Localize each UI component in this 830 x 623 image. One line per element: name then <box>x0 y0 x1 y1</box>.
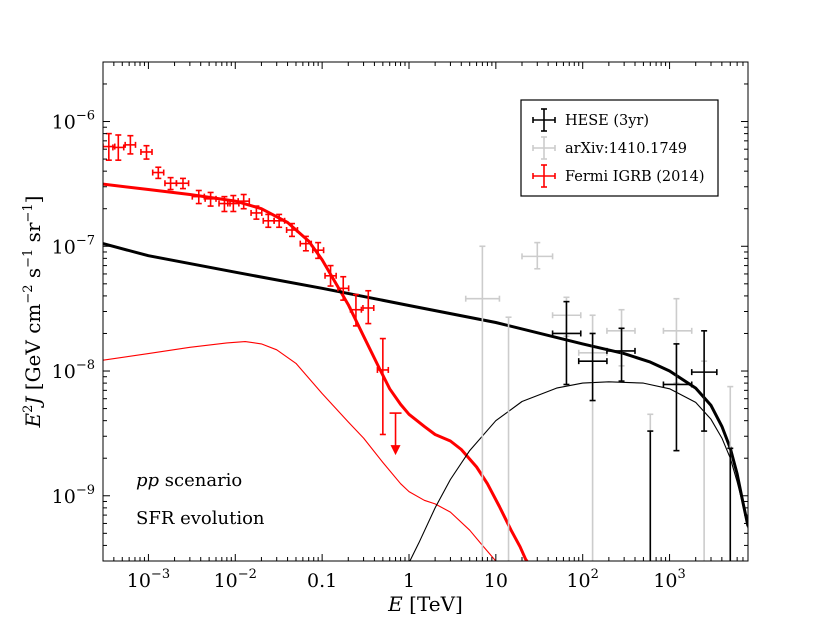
data-point <box>362 289 375 325</box>
model-curve-3 <box>409 381 748 561</box>
x-tick-label: 102 <box>566 567 598 592</box>
data-point <box>191 189 206 205</box>
annotation-evolution: SFR evolution <box>136 508 265 529</box>
x-tick-label: 103 <box>653 567 685 592</box>
data-point <box>349 293 363 327</box>
data-point <box>204 191 217 207</box>
data-point <box>662 343 693 452</box>
data-point <box>337 275 350 301</box>
legend: HESE (3yr) arXiv:1410.1749 Fermi IGRB (201… <box>520 99 719 197</box>
data-point <box>140 144 153 160</box>
data-point <box>727 447 734 561</box>
x-tick-label: 10 <box>484 570 508 592</box>
annotation-scenario: pp scenario <box>136 470 242 491</box>
data-point <box>226 194 240 213</box>
data-point <box>464 245 501 561</box>
data-point <box>273 213 286 229</box>
y-tick-label: 10−7 <box>52 233 95 258</box>
data-point <box>164 176 178 191</box>
legend-label: Fermi IGRB (2014) <box>565 169 705 185</box>
y-axis-label: E2J [GeV cm−2 s−1 sr−1] <box>21 195 45 428</box>
series-2 <box>551 300 734 561</box>
x-tick-label: 10−2 <box>214 567 257 592</box>
data-point <box>124 134 137 155</box>
data-point <box>647 430 654 561</box>
legend-marker <box>532 164 556 188</box>
data-point <box>690 330 718 432</box>
data-point <box>250 205 263 220</box>
data-point <box>577 332 608 402</box>
data-point <box>606 327 636 382</box>
data-points-layer <box>103 132 734 561</box>
data-point <box>175 177 190 190</box>
data-point <box>551 300 582 386</box>
ticks-layer: 10−3 10−2 0.1 1 10 102 103 10−9 10−8 10−7 10−6 <box>52 61 749 592</box>
data-point <box>299 235 313 252</box>
legend-label: arXiv:1410.1749 <box>565 141 687 157</box>
data-point <box>237 193 251 210</box>
curves-layer <box>103 182 748 561</box>
upper-limit-arrow <box>389 412 402 456</box>
data-point <box>112 134 125 161</box>
x-axis-label: E [TeV] <box>387 592 463 616</box>
x-tick-label: 10−3 <box>127 567 170 592</box>
model-curve-2 <box>103 242 748 527</box>
y-tick-label: 10−6 <box>52 109 95 134</box>
series-1 <box>464 241 734 561</box>
data-point <box>285 222 299 238</box>
data-point <box>311 241 325 260</box>
series-0 <box>103 132 402 456</box>
legend-marker <box>532 136 556 160</box>
data-point <box>521 241 554 270</box>
x-tick-label: 0.1 <box>307 570 337 592</box>
legend-marker <box>532 108 556 132</box>
data-point <box>324 264 337 287</box>
data-point <box>376 337 390 436</box>
data-point <box>151 166 165 180</box>
data-point <box>505 316 512 561</box>
y-tick-label: 10−8 <box>52 358 95 383</box>
model-curve-1 <box>103 341 498 561</box>
legend-label: HESE (3yr) <box>565 113 649 129</box>
x-tick-label: 1 <box>403 570 415 592</box>
data-point <box>262 213 275 229</box>
upper-limit-head <box>390 445 401 456</box>
model-curve-0 <box>103 182 529 561</box>
y-tick-label: 10−9 <box>52 483 95 508</box>
